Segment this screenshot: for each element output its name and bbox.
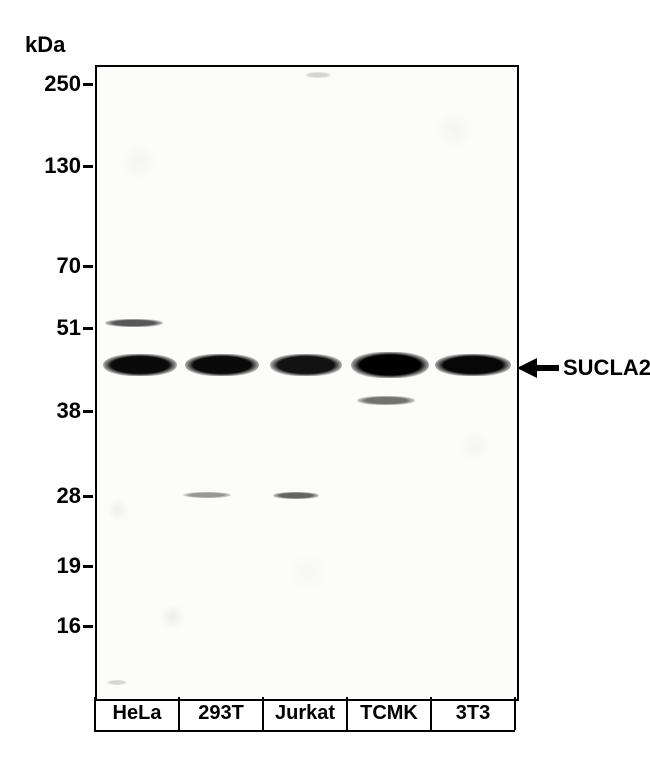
mw-marker-dash — [83, 625, 93, 628]
lane-label: 3T3 — [431, 702, 515, 725]
mw-marker-label: 16 — [25, 613, 81, 639]
arrow-head-icon — [517, 358, 537, 378]
mw-marker-dash — [83, 327, 93, 330]
mw-marker-dash — [83, 83, 93, 86]
lane-label: Jurkat — [263, 702, 347, 725]
protein-band-main — [185, 354, 259, 376]
target-protein-arrow: SUCLA2 — [517, 355, 650, 381]
protein-band-nonspecific — [105, 319, 163, 327]
protein-band-nonspecific — [357, 396, 415, 405]
mw-marker-label: 130 — [25, 153, 81, 179]
lane-label-baseline — [94, 730, 515, 732]
mw-marker-label: 28 — [25, 483, 81, 509]
target-protein-label: SUCLA2 — [563, 355, 650, 381]
mw-marker-label: 51 — [25, 315, 81, 341]
kda-unit-label: kDa — [25, 32, 65, 58]
mw-marker-dash — [83, 495, 93, 498]
arrow-shaft — [537, 365, 559, 371]
mw-marker-label: 19 — [25, 553, 81, 579]
protein-band-nonspecific — [273, 492, 319, 499]
lane-label: TCMK — [347, 702, 431, 725]
western-blot-figure: kDa 250 130 70 51 38 28 19 16 HeLa293TJurkatTCM… — [25, 20, 625, 760]
mw-marker-dash — [83, 165, 93, 168]
protein-band-main — [435, 354, 511, 376]
mw-marker-label: 38 — [25, 398, 81, 424]
mw-marker-dash — [83, 410, 93, 413]
protein-band-nonspecific — [107, 680, 127, 685]
mw-marker-label: 250 — [25, 71, 81, 97]
protein-band-nonspecific — [183, 492, 231, 498]
lane-label: HeLa — [95, 702, 179, 725]
blot-background-noise — [97, 67, 517, 699]
mw-marker-dash — [83, 265, 93, 268]
protein-band-nonspecific — [305, 72, 331, 78]
mw-marker-label: 70 — [25, 253, 81, 279]
lane-label: 293T — [179, 702, 263, 725]
protein-band-main — [270, 354, 342, 376]
mw-marker-dash — [83, 565, 93, 568]
protein-band-main — [351, 352, 429, 378]
blot-membrane — [95, 65, 519, 701]
protein-band-main — [103, 354, 177, 376]
